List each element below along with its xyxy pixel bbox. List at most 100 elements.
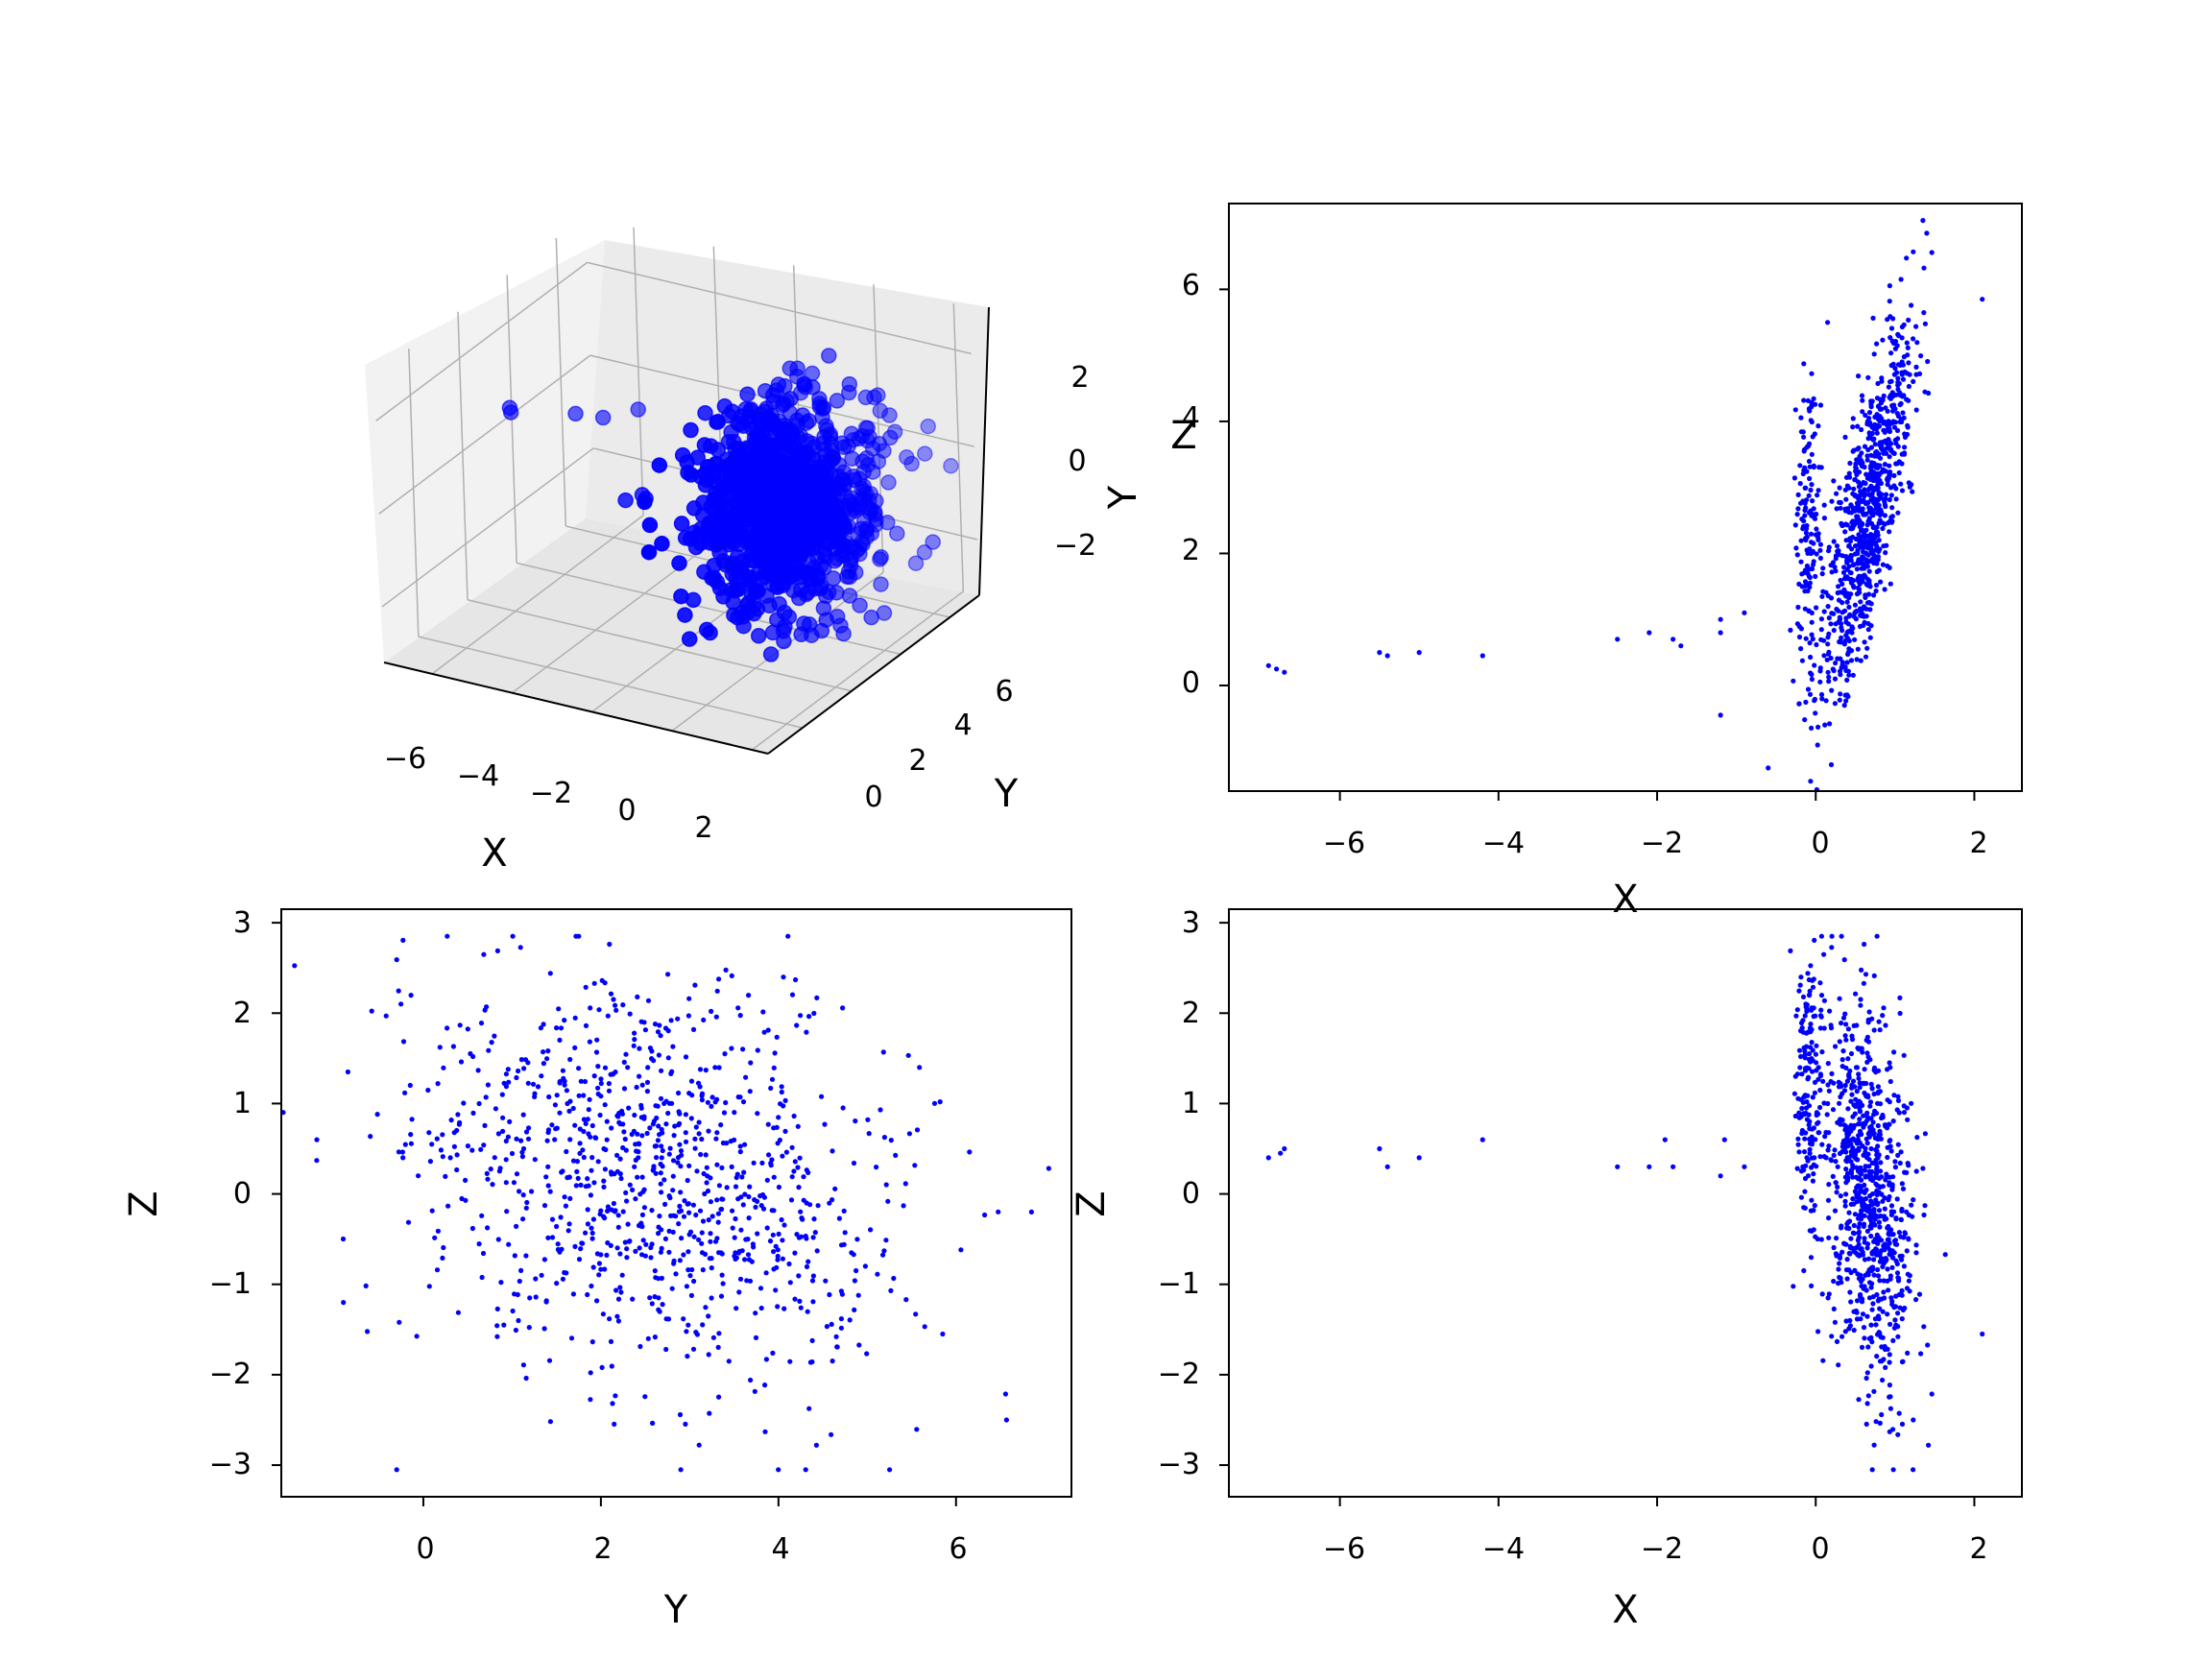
scatter-point: [1829, 569, 1835, 575]
scatter-point: [659, 1126, 664, 1133]
scatter-point: [482, 1007, 488, 1013]
scatter-point: [570, 1291, 577, 1297]
scatter-point: [1913, 407, 1919, 413]
scatter-point: [661, 1100, 667, 1106]
scatter-point: [1866, 1009, 1872, 1015]
scatter-point: [1862, 1335, 1867, 1341]
xy-y-tick-label: 0: [1182, 666, 1200, 700]
scatter-point: [1868, 1123, 1874, 1129]
scatter-point: [771, 573, 788, 589]
scatter-point: [399, 1149, 405, 1155]
scatter-point: [1801, 361, 1807, 367]
scatter-point: [728, 1139, 733, 1144]
scatter-point: [448, 1118, 454, 1123]
scatter-point: [1857, 483, 1863, 489]
scatter-point: [696, 437, 713, 453]
scatter-point: [881, 1135, 888, 1141]
scatter-point: [1843, 1022, 1849, 1027]
scatter-point: [1878, 1214, 1884, 1219]
scatter-point: [1831, 611, 1837, 616]
scatter-point: [1615, 637, 1621, 642]
scatter-point: [1842, 1127, 1848, 1133]
scatter-point: [1845, 1056, 1851, 1062]
scatter-point: [1860, 1296, 1865, 1302]
scatter-point: [1818, 1237, 1824, 1242]
scatter-point: [1864, 1245, 1870, 1251]
scatter-point: [615, 1296, 622, 1302]
scatter-point: [1797, 481, 1803, 487]
scatter-point: [692, 982, 698, 988]
scatter-point: [760, 1009, 766, 1015]
scatter-point: [490, 1182, 495, 1188]
scatter-point: [1869, 460, 1875, 466]
scatter-point: [1804, 1044, 1810, 1049]
scatter-point: [1886, 384, 1891, 390]
scatter-point: [1873, 582, 1880, 589]
scatter-point: [1846, 1125, 1852, 1131]
3d-x-tick-label: −4: [457, 759, 499, 793]
scatter-point: [596, 1272, 602, 1278]
scatter-point: [590, 1216, 597, 1222]
scatter-point: [750, 628, 767, 644]
scatter-point: [1854, 1141, 1860, 1146]
scatter-point: [1900, 410, 1906, 416]
scatter-point: [1901, 415, 1907, 421]
scatter-point: [1898, 1149, 1904, 1155]
scatter-point: [1850, 1245, 1856, 1251]
scatter-point: [523, 1253, 529, 1259]
scatter-point: [1856, 1230, 1862, 1236]
scatter-point: [885, 1198, 891, 1204]
scatter-point: [1843, 1037, 1849, 1043]
scatter-point: [1833, 556, 1839, 562]
scatter-point: [753, 1334, 759, 1340]
scatter-point: [623, 1051, 629, 1057]
scatter-point: [1894, 411, 1900, 417]
scatter-point: [1384, 653, 1390, 659]
scatter-point: [1833, 1251, 1839, 1257]
scatter-point: [800, 1216, 805, 1222]
scatter-point: [709, 1256, 714, 1262]
scatter-point: [1813, 710, 1818, 716]
scatter-point: [1892, 1165, 1898, 1170]
scatter-point: [830, 1358, 835, 1364]
scatter-point: [639, 1174, 645, 1180]
scatter-point: [905, 1052, 911, 1058]
scatter-point: [1807, 475, 1813, 482]
scatter-point: [729, 1164, 734, 1169]
xy-x-tick-label: −2: [1641, 827, 1683, 860]
scatter-point: [479, 1274, 485, 1281]
scatter-point: [755, 1111, 760, 1117]
grid-line: [375, 261, 589, 421]
grid-line: [408, 349, 420, 637]
scatter-point: [1831, 1244, 1837, 1251]
scatter-point: [1888, 350, 1894, 356]
scatter-point: [696, 1131, 702, 1137]
scatter-point: [792, 1296, 798, 1302]
yz-axes-frame: [280, 908, 1072, 1498]
scatter-point: [598, 1094, 604, 1099]
scatter-point: [1796, 1149, 1802, 1155]
scatter-point: [1846, 470, 1852, 476]
scatter-point: [1850, 1136, 1856, 1142]
scatter-point: [1824, 657, 1830, 662]
scatter-point: [1869, 1085, 1875, 1092]
scatter-point: [1826, 1291, 1832, 1297]
scatter-point: [400, 1155, 406, 1161]
scatter-point: [1814, 641, 1819, 648]
scatter-point: [1844, 599, 1850, 605]
scatter-point: [786, 1261, 792, 1267]
scatter-point: [692, 1136, 698, 1142]
scatter-point: [1819, 593, 1825, 599]
scatter-point: [702, 535, 719, 551]
scatter-point: [1848, 1148, 1854, 1155]
scatter-point: [874, 1165, 879, 1170]
scatter-point: [1874, 1291, 1880, 1298]
scatter-point: [677, 1111, 683, 1117]
scatter-point: [940, 1331, 946, 1337]
scatter-point: [1812, 698, 1817, 704]
scatter-point: [1980, 297, 1985, 302]
scatter-point: [645, 1065, 651, 1070]
scatter-point: [1871, 1272, 1877, 1278]
scatter-point: [1854, 1298, 1861, 1304]
scatter-point: [1890, 394, 1896, 399]
